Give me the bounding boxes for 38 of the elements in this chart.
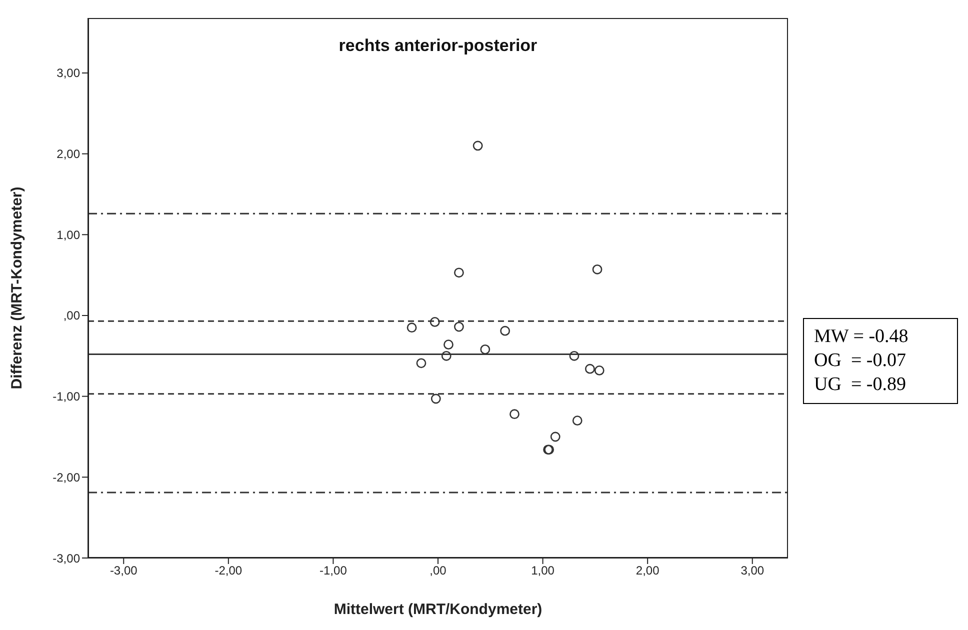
point	[592, 264, 602, 274]
point	[441, 350, 452, 361]
point	[430, 317, 440, 327]
x-tick-label: -1,00	[320, 564, 348, 578]
y-axis-title: Differenz (MRT-Kondymeter)	[8, 186, 26, 390]
y-tick-label: 3,00	[56, 66, 80, 80]
x-tick-label: 1,00	[531, 564, 555, 578]
text: OG = -0.07	[814, 349, 907, 373]
point	[406, 322, 417, 333]
point	[584, 364, 595, 374]
point	[444, 340, 454, 350]
text: rechts anterior-posterior	[338, 36, 538, 56]
point	[569, 350, 580, 361]
point	[480, 344, 490, 354]
y-tick-label: ,00	[63, 308, 80, 323]
point	[550, 432, 560, 442]
y-tick-label: 2,00	[56, 147, 80, 162]
x-tick-label: -3,00	[110, 564, 138, 578]
point	[416, 358, 426, 368]
y-tick-label: -3,00	[52, 551, 80, 566]
y-tick-label: -1,00	[52, 390, 80, 404]
point	[430, 394, 441, 404]
point	[472, 140, 483, 151]
y-tick-label: 1,00	[56, 228, 80, 242]
point	[500, 326, 510, 336]
text: UG = -0.89	[814, 373, 907, 397]
text: MW = -0.48	[814, 325, 910, 349]
x-tick-label: 3,00	[740, 564, 764, 578]
point	[454, 268, 464, 278]
point	[572, 416, 582, 426]
x-tick-label: -2,00	[214, 564, 242, 578]
x-tick-label: ,00	[430, 564, 447, 578]
x-tick-label: 2,00	[636, 564, 660, 578]
point	[510, 409, 520, 420]
point	[594, 366, 604, 376]
y-tick-label: -2,00	[52, 470, 80, 484]
point	[454, 322, 464, 332]
x-axis-title: Mittelwert (MRT/Kondymeter)	[334, 601, 542, 618]
